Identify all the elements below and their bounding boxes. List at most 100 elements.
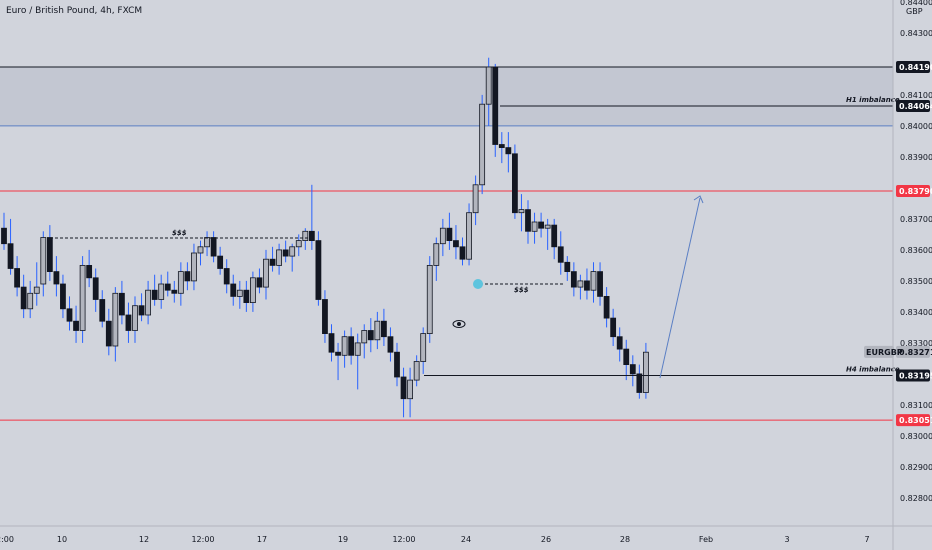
candle[interactable] [610, 308, 617, 346]
candle[interactable] [223, 259, 230, 294]
candle[interactable] [374, 311, 381, 350]
candle[interactable] [597, 262, 603, 306]
candle[interactable] [99, 290, 106, 328]
candle[interactable] [623, 339, 630, 381]
candle[interactable] [171, 280, 178, 303]
candle[interactable] [105, 308, 112, 356]
candle[interactable] [177, 262, 184, 306]
candle[interactable] [322, 290, 328, 343]
candle[interactable] [472, 175, 479, 226]
candle[interactable] [282, 240, 289, 263]
candle[interactable] [164, 271, 171, 297]
candle[interactable] [446, 212, 453, 250]
candle[interactable] [570, 262, 577, 297]
candle[interactable] [132, 296, 138, 343]
candle[interactable] [413, 355, 420, 387]
candle[interactable] [492, 63, 499, 157]
candle[interactable] [112, 287, 119, 362]
candle[interactable] [138, 293, 145, 322]
candle[interactable] [217, 246, 224, 275]
candle[interactable] [590, 262, 597, 303]
candle[interactable] [439, 218, 446, 257]
candle[interactable] [367, 318, 374, 353]
candle[interactable] [348, 327, 355, 365]
candle[interactable] [380, 308, 387, 346]
candle[interactable] [518, 194, 525, 232]
candle[interactable] [564, 256, 571, 281]
candle[interactable] [636, 364, 643, 399]
candle[interactable] [335, 342, 341, 381]
candle[interactable] [236, 280, 243, 309]
candle[interactable] [92, 268, 99, 312]
candle[interactable] [7, 218, 14, 275]
candle[interactable] [538, 212, 544, 238]
candle[interactable] [230, 274, 237, 306]
candle[interactable] [14, 256, 21, 297]
candle[interactable] [420, 327, 427, 374]
candle[interactable] [40, 231, 47, 297]
candle[interactable] [151, 274, 158, 306]
candle[interactable] [184, 262, 191, 291]
candle[interactable] [485, 57, 492, 126]
candle[interactable] [243, 280, 250, 312]
candle[interactable] [505, 132, 512, 173]
candle[interactable] [158, 274, 165, 309]
candle[interactable] [498, 132, 505, 164]
candle[interactable] [79, 256, 86, 343]
candle[interactable] [341, 330, 348, 368]
candle[interactable] [466, 203, 472, 266]
candle[interactable] [86, 249, 93, 288]
candle[interactable] [400, 367, 407, 418]
candle[interactable] [289, 243, 296, 272]
candle[interactable] [557, 231, 564, 275]
candle[interactable] [616, 327, 623, 362]
candle[interactable] [479, 94, 486, 195]
candle[interactable] [407, 367, 414, 418]
candle[interactable] [295, 234, 302, 257]
candle[interactable] [263, 249, 269, 300]
candle[interactable] [256, 268, 263, 294]
candle[interactable] [603, 287, 610, 328]
candle[interactable] [33, 262, 40, 306]
candle[interactable] [125, 302, 132, 343]
candle[interactable] [629, 355, 636, 387]
candle[interactable] [394, 342, 400, 387]
candle[interactable] [73, 305, 79, 343]
candle[interactable] [387, 327, 394, 362]
eye-icon[interactable] [452, 320, 466, 328]
candle[interactable] [276, 243, 283, 275]
candle[interactable] [191, 243, 197, 291]
candle[interactable] [197, 240, 204, 266]
candle[interactable] [525, 200, 531, 244]
candle[interactable] [46, 225, 53, 281]
candle[interactable] [459, 237, 466, 266]
candle[interactable] [328, 324, 335, 362]
candle[interactable] [53, 256, 60, 297]
candle[interactable] [354, 333, 361, 390]
candle[interactable] [20, 274, 27, 319]
candle[interactable] [60, 274, 66, 319]
candle[interactable] [551, 218, 558, 260]
candle[interactable] [1, 212, 7, 250]
candle[interactable] [426, 256, 433, 343]
candle[interactable] [119, 280, 125, 325]
candle[interactable] [643, 342, 649, 399]
candle[interactable] [249, 271, 256, 312]
candle[interactable] [210, 231, 217, 263]
candle[interactable] [453, 225, 459, 260]
candle[interactable] [308, 184, 315, 250]
candle[interactable] [269, 246, 276, 272]
candle[interactable] [531, 212, 538, 244]
candle[interactable] [512, 144, 518, 219]
candle[interactable] [315, 231, 322, 306]
candle[interactable] [577, 274, 584, 300]
candle[interactable] [27, 280, 34, 319]
candle[interactable] [433, 237, 440, 281]
candle[interactable] [66, 296, 73, 331]
candle[interactable] [584, 268, 590, 300]
candle[interactable] [361, 324, 368, 359]
candle[interactable] [145, 280, 152, 325]
candle[interactable] [302, 228, 309, 250]
candle[interactable] [544, 218, 551, 250]
